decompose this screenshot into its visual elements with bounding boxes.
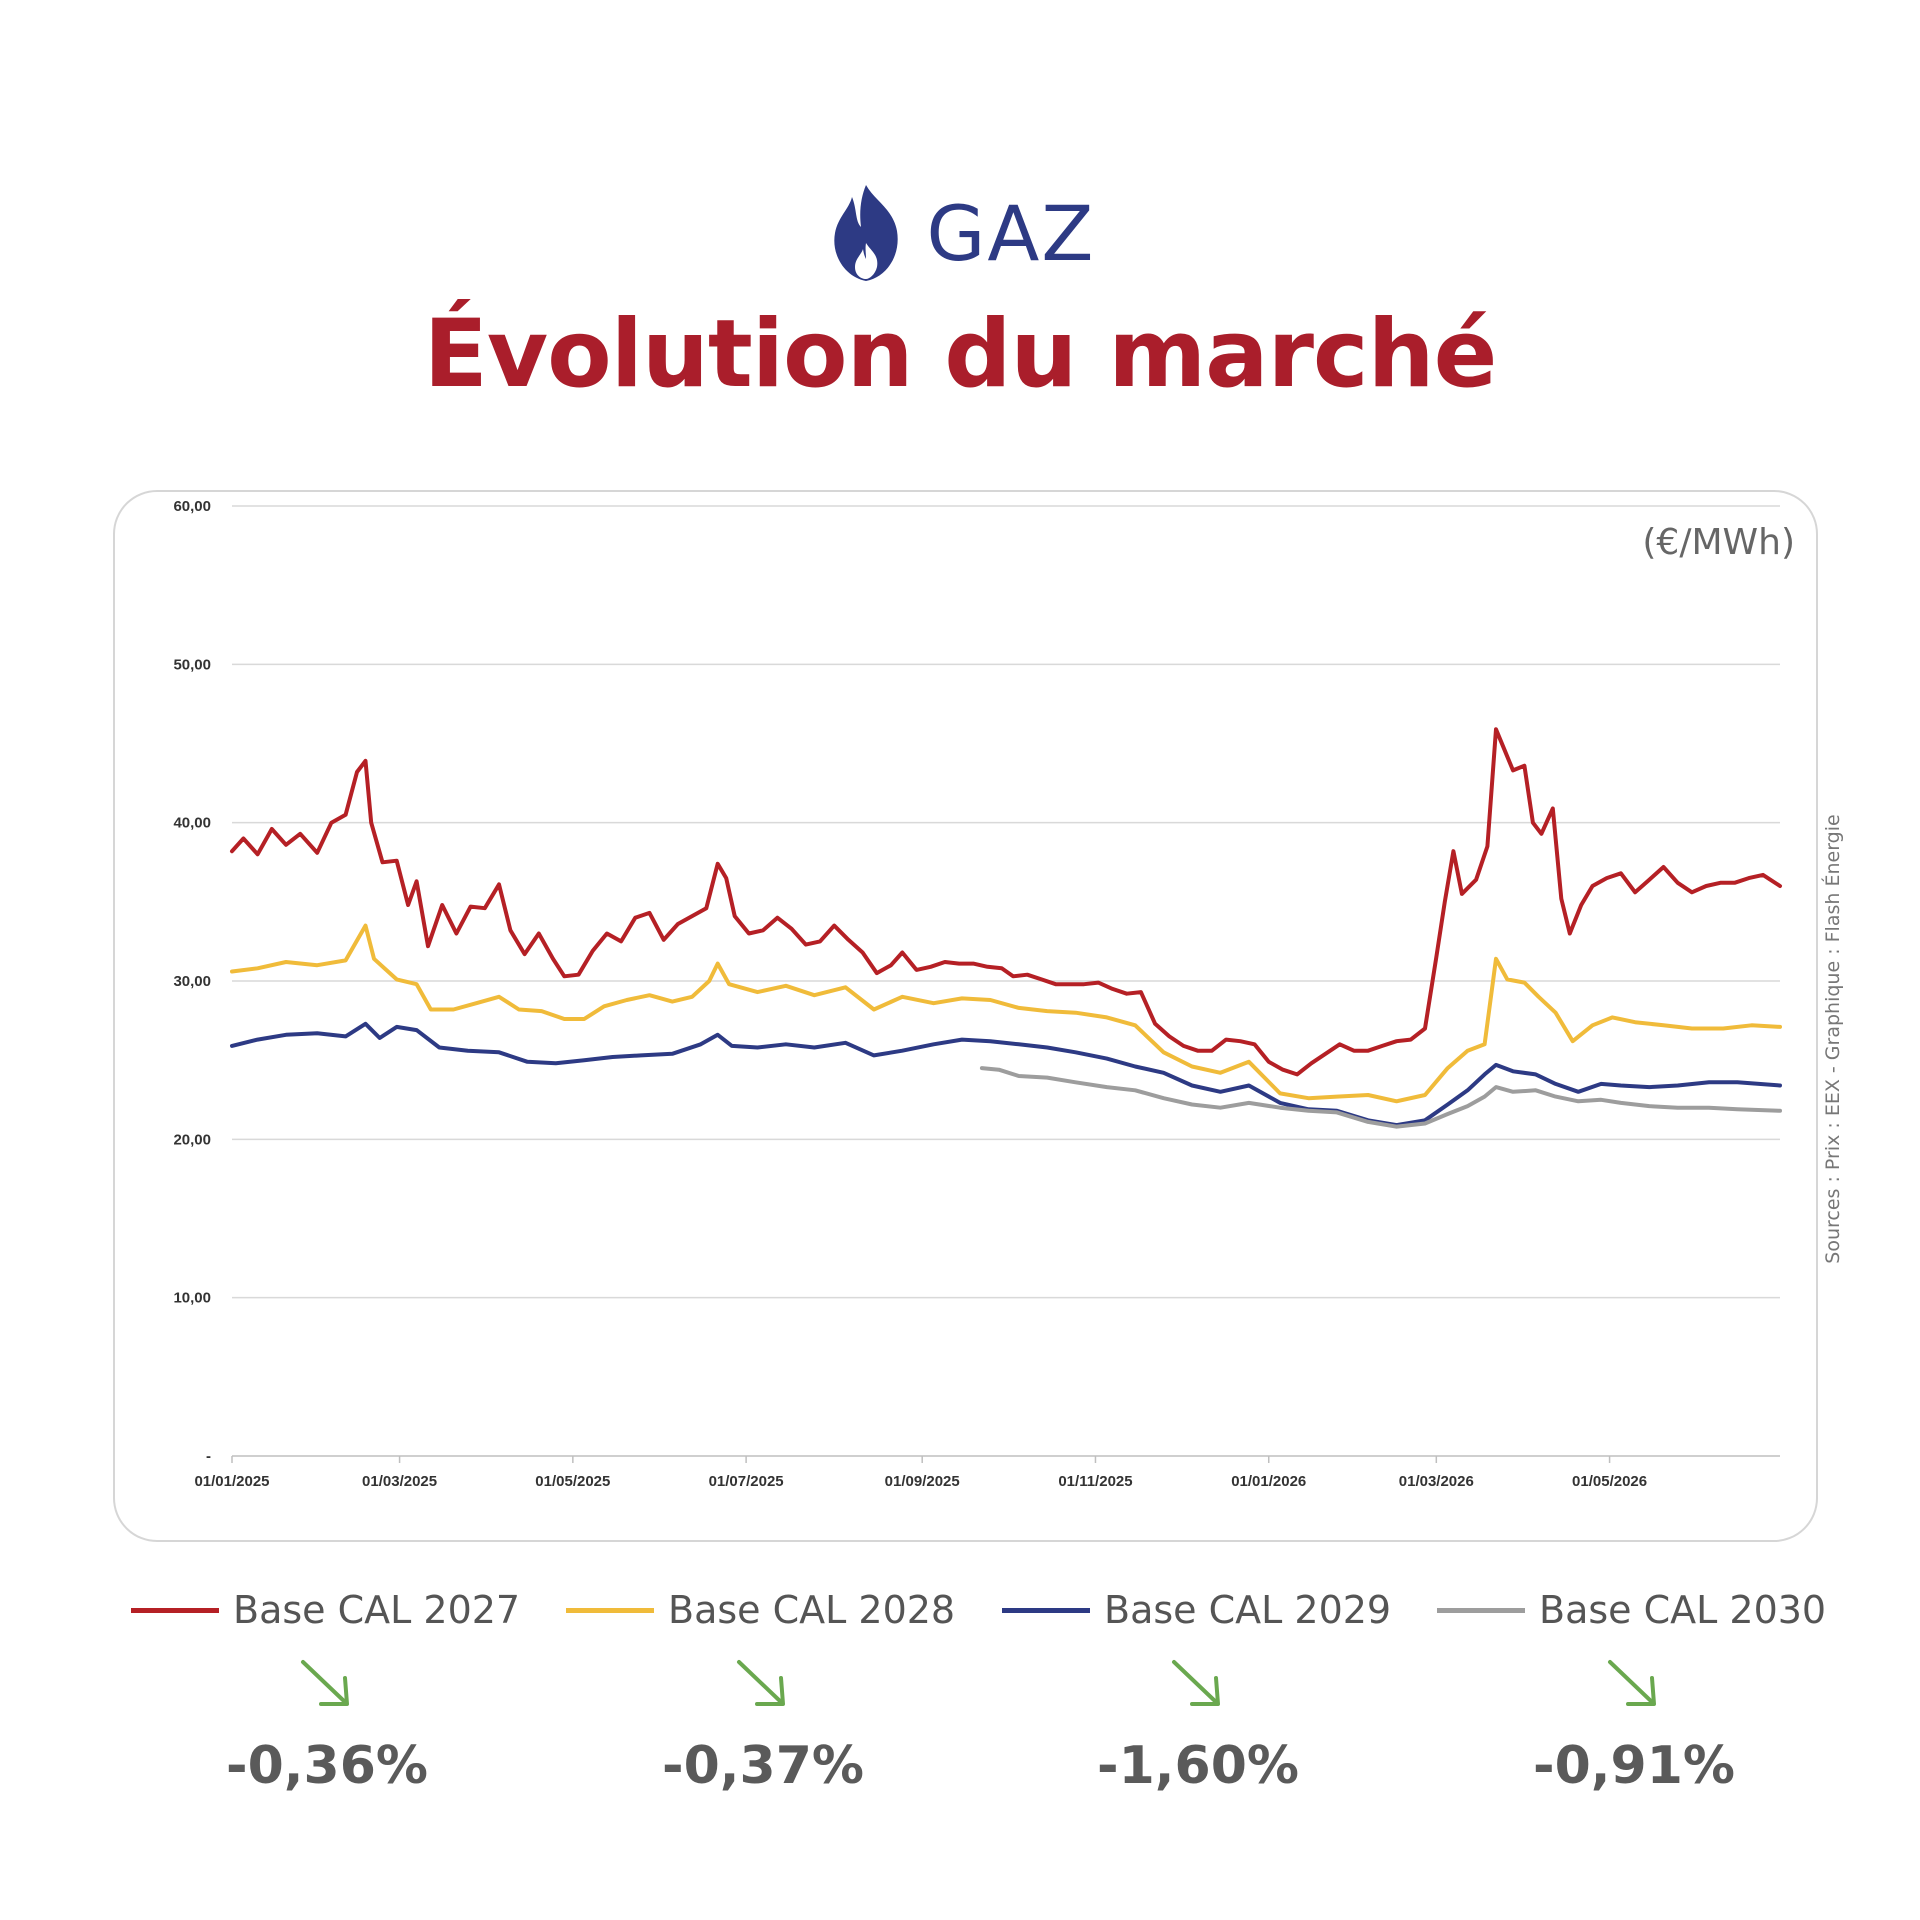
- x-tick-label: 01/03/2025: [362, 1473, 437, 1490]
- y-tick-label: -: [206, 1448, 211, 1465]
- x-tick-label: 01/05/2025: [535, 1473, 610, 1490]
- x-tick-label: 01/07/2025: [709, 1473, 784, 1490]
- gaz-header: GAZ: [0, 178, 1920, 288]
- line-chart: - 10,00 20,00 30,00 40,00 50,00 60,00 01/01/202…: [173, 498, 1795, 1490]
- legend-label-2030: Base CAL 2030: [1539, 1588, 1827, 1632]
- chart-axes: - 10,00 20,00 30,00 40,00 50,00 60,00 01/01/202…: [173, 498, 1780, 1490]
- legend-label-2028: Base CAL 2028: [668, 1588, 956, 1632]
- change-value-2030: -0,91%: [1533, 1736, 1735, 1796]
- legend-item-2029: Base CAL 2029: [1002, 1580, 1391, 1640]
- chart-frame: - 10,00 20,00 30,00 40,00 50,00 60,00 01/01/202…: [113, 490, 1818, 1542]
- y-tick-label: 50,00: [173, 656, 211, 673]
- series-line-base-cal-2028: [230, 923, 1782, 1104]
- y-tick-label: 60,00: [173, 498, 211, 515]
- change-2028: -0,37%: [613, 1656, 913, 1796]
- x-tick-label: 01/11/2025: [1058, 1473, 1132, 1490]
- y-tick-label: 40,00: [173, 815, 211, 832]
- change-value-2029: -1,60%: [1097, 1736, 1299, 1796]
- change-2027: -0,36%: [177, 1656, 477, 1796]
- flame-icon: [833, 185, 898, 281]
- legend-item-2030: Base CAL 2030: [1437, 1580, 1826, 1640]
- series-line-base-cal-2030: [979, 1066, 1782, 1129]
- change-value-2028: -0,37%: [662, 1736, 864, 1796]
- x-tick-label: 01/01/2025: [194, 1473, 269, 1490]
- y-tick-label: 30,00: [173, 973, 211, 990]
- change-value-2027: -0,36%: [226, 1736, 428, 1796]
- x-tick-label: 01/05/2026: [1572, 1473, 1647, 1490]
- legend-swatch-2029: [1002, 1607, 1090, 1613]
- source-note: Sources : Prix : EEX - Graphique : Flash…: [1822, 814, 1844, 1264]
- arrow-down-right-icon: [301, 1660, 349, 1706]
- arrow-down-right-icon: [1608, 1660, 1656, 1706]
- x-tick-label: 01/01/2026: [1231, 1473, 1306, 1490]
- chart-legend: Base CAL 2027 Base CAL 2028 Base CAL 202…: [0, 1580, 1920, 1640]
- legend-swatch-2027: [131, 1607, 219, 1613]
- unit-label: (€/MWh): [1642, 522, 1795, 563]
- legend-swatch-2028: [566, 1607, 654, 1613]
- series-line-base-cal-2027: [230, 727, 1782, 1077]
- x-tick-label: 01/03/2026: [1399, 1473, 1474, 1490]
- page-title: Évolution du marché: [423, 300, 1498, 409]
- chart-grid: [232, 505, 1780, 1299]
- legend-item-2028: Base CAL 2028: [566, 1580, 955, 1640]
- chart-series: [230, 727, 1782, 1129]
- y-tick-label: 10,00: [173, 1290, 211, 1307]
- legend-label-2029: Base CAL 2029: [1104, 1588, 1392, 1632]
- y-tick-label: 20,00: [173, 1131, 211, 1148]
- legend-item-2027: Base CAL 2027: [131, 1580, 520, 1640]
- arrow-down-right-icon: [1172, 1660, 1220, 1706]
- gaz-label: GAZ: [926, 188, 1096, 278]
- x-tick-label: 01/09/2025: [885, 1473, 960, 1490]
- arrow-down-right-icon: [737, 1660, 785, 1706]
- change-2029: -1,60%: [1048, 1656, 1348, 1796]
- series-line-base-cal-2029: [230, 1021, 1782, 1128]
- legend-label-2027: Base CAL 2027: [233, 1588, 521, 1632]
- change-2030: -0,91%: [1484, 1656, 1784, 1796]
- legend-swatch-2030: [1437, 1607, 1525, 1613]
